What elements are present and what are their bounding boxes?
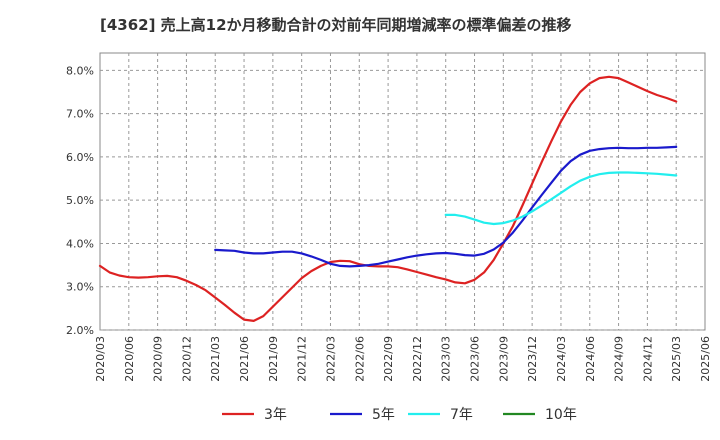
series-line-2 [444,171,678,226]
x-tick-label: 2022/06 [353,336,366,382]
x-tick-label: 2021/06 [238,336,251,382]
y-tick-label: 8.0% [66,64,94,77]
x-tick-label: 2024/03 [555,336,568,382]
y-tick-label: 2.0% [66,324,94,337]
x-tick-label: 2022/12 [411,336,424,382]
x-tick-label: 2022/09 [382,336,395,382]
plot-area [99,52,706,331]
x-tick-label: 2021/09 [267,336,280,382]
x-tick-label: 2020/06 [123,336,136,382]
series-line-1 [214,145,678,268]
x-tick-label: 2024/12 [641,336,654,382]
x-tick-label: 2023/09 [497,336,510,382]
x-tick-label: 2020/03 [94,336,107,382]
x-axis-ticks: 2020/03 2020/06 2020/09 2020/12 2021/03 2021/… [94,336,712,382]
y-tick-label: 5.0% [66,194,94,207]
x-tick-label: 2020/12 [180,336,193,382]
x-tick-label: 2023/06 [469,336,482,382]
x-tick-label: 2024/09 [613,336,626,382]
x-tick-label: 2021/12 [296,336,309,382]
legend-label-3: 10年 [545,407,577,423]
chart-title: [4362] 売上高12か月移動合計の対前年同期増減率の標準偏差の推移 [100,16,572,34]
x-tick-label: 2024/06 [584,336,597,382]
y-tick-label: 3.0% [66,281,94,294]
y-tick-label: 4.0% [66,237,94,250]
legend-label-0: 3年 [264,407,287,423]
series-line-0 [98,75,678,322]
y-tick-label: 6.0% [66,151,94,164]
x-tick-label: 2020/09 [152,336,165,382]
y-tick-label: 7.0% [66,108,94,121]
legend-label-1: 5年 [372,407,395,423]
x-tick-label: 2025/06 [699,336,712,382]
legend: 3年 5年 7年 10年 [222,407,577,423]
x-tick-label: 2022/03 [324,336,337,382]
x-tick-label: 2023/03 [440,336,453,382]
x-tick-label: 2025/03 [670,336,683,382]
x-tick-label: 2021/03 [209,336,222,382]
legend-label-2: 7年 [450,407,473,423]
y-axis-ticks: 2.0% 3.0% 4.0% 5.0% 6.0% 7.0% 8.0% [66,64,94,337]
x-tick-label: 2023/12 [526,336,539,382]
series-lines [98,75,678,322]
grid-lines [100,53,705,331]
